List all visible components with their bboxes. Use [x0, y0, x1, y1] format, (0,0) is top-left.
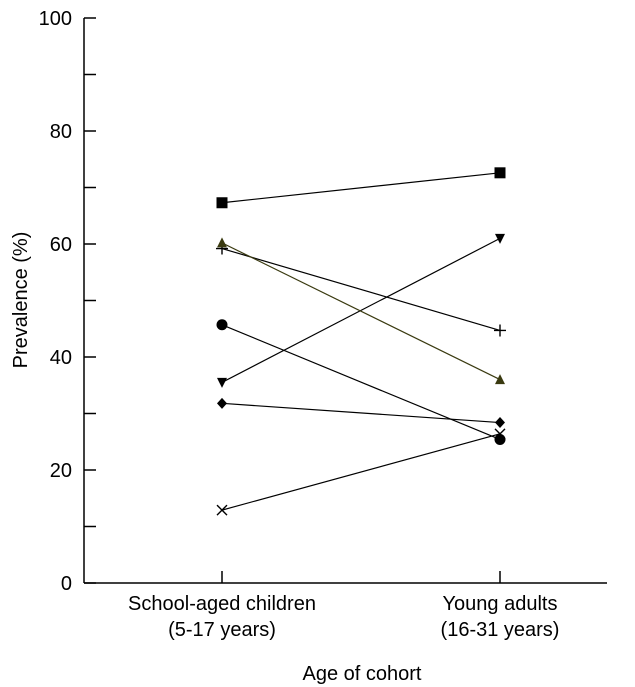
x-axis-title: Age of cohort [303, 663, 422, 685]
y-axis-title: Prevalence (%) [10, 232, 32, 369]
y-tick-label: 20 [50, 460, 72, 482]
category-label-line2: (5-17 years) [168, 619, 276, 641]
data-point-circle [494, 433, 506, 445]
series-line-triangle-down [221, 237, 501, 383]
data-point-diamond [495, 417, 505, 429]
data-point-square [216, 197, 228, 209]
category-label-line2: (16-31 years) [441, 619, 560, 641]
series-lines [221, 172, 501, 511]
y-tick-label: 80 [50, 121, 72, 143]
category-label-line1: School-aged children [128, 593, 316, 615]
data-point-triangle-down [217, 377, 227, 388]
category-label-line1: Young adults [443, 593, 558, 615]
y-tick-label: 40 [50, 347, 72, 369]
y-ticks: 0 20 40 60 80 100 [39, 8, 96, 595]
data-point-triangle-up [217, 237, 227, 248]
data-point-plus [494, 324, 506, 337]
series-line-plus [221, 247, 501, 332]
data-point-circle [216, 319, 228, 331]
data-point-triangle-up [495, 374, 505, 385]
y-tick-label: 60 [50, 234, 72, 256]
series-line-x [221, 433, 501, 511]
y-tick-label: 0 [61, 573, 72, 595]
x-ticks [221, 571, 501, 583]
data-point-triangle-down [495, 233, 505, 244]
data-point-x [216, 504, 228, 516]
category-labels: School-aged children (5-17 years) Young … [128, 593, 559, 641]
y-tick-label: 100 [39, 8, 72, 30]
series-line-square [221, 172, 501, 204]
series-markers [216, 167, 506, 516]
data-point-x [494, 428, 506, 440]
series-line-triangle-up [221, 242, 501, 381]
axes: 0 20 40 60 80 100 [39, 8, 607, 595]
series-line-circle [221, 324, 501, 441]
series-line-diamond [221, 402, 501, 424]
data-point-square [494, 167, 506, 179]
data-point-diamond [217, 397, 227, 409]
